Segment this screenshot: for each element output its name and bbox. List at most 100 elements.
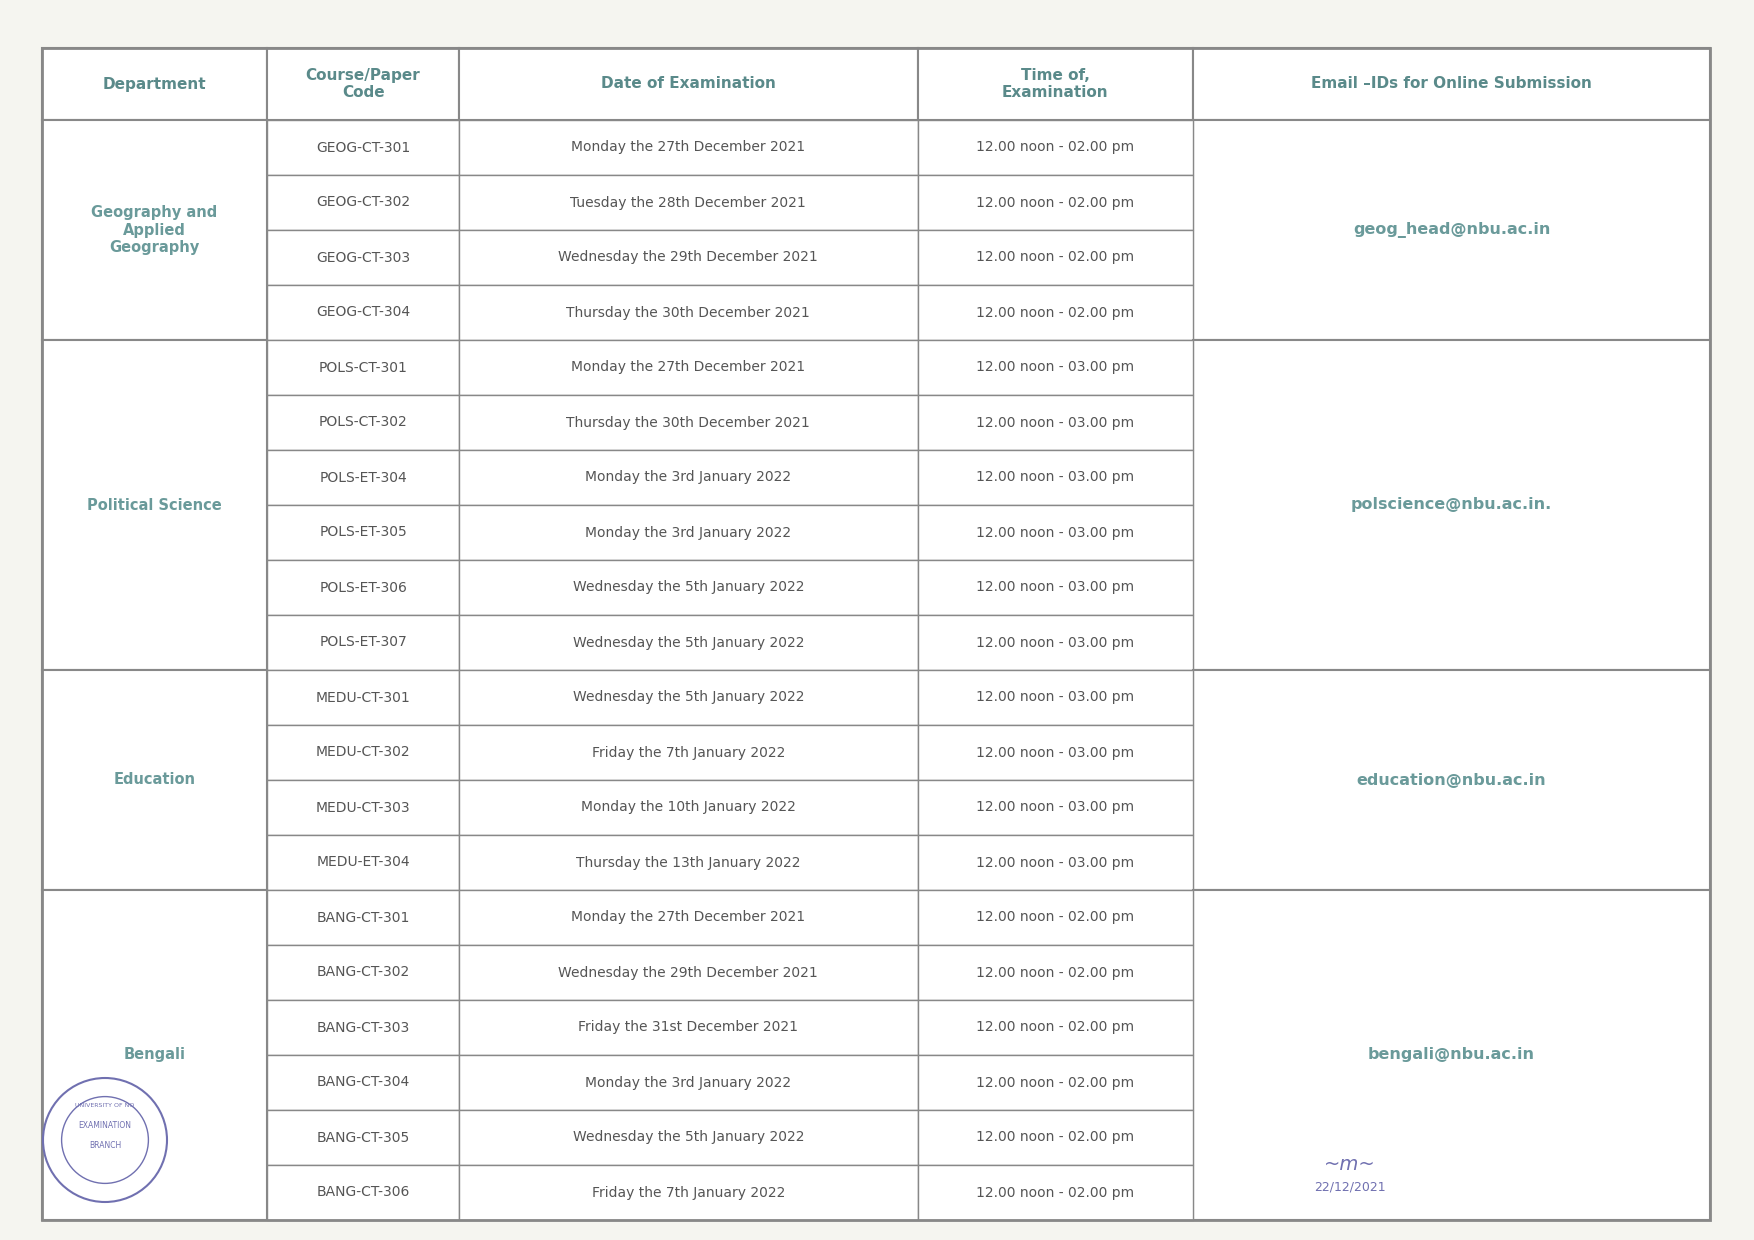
- Bar: [460, 670, 917, 725]
- Bar: [917, 780, 1193, 835]
- Bar: [460, 1166, 917, 1220]
- Bar: [267, 890, 460, 945]
- Text: Date of Examination: Date of Examination: [602, 77, 775, 92]
- Bar: [267, 450, 460, 505]
- Bar: [917, 450, 1193, 505]
- Bar: [267, 175, 460, 229]
- Text: Geography and
Applied
Geography: Geography and Applied Geography: [91, 205, 217, 255]
- Bar: [917, 505, 1193, 560]
- Bar: [917, 285, 1193, 340]
- Text: EXAMINATION: EXAMINATION: [79, 1121, 132, 1130]
- Text: Wednesday the 29th December 2021: Wednesday the 29th December 2021: [558, 966, 817, 980]
- Bar: [267, 340, 460, 396]
- Bar: [917, 890, 1193, 945]
- Bar: [267, 229, 460, 285]
- Text: geog_head@nbu.ac.in: geog_head@nbu.ac.in: [1352, 222, 1551, 238]
- Text: POLS-CT-302: POLS-CT-302: [319, 415, 407, 429]
- Bar: [460, 1055, 917, 1110]
- Bar: [460, 175, 917, 229]
- Text: Monday the 3rd January 2022: Monday the 3rd January 2022: [586, 470, 791, 485]
- Bar: [42, 890, 267, 1220]
- Text: GEOG-CT-302: GEOG-CT-302: [316, 196, 410, 210]
- Text: BANG-CT-306: BANG-CT-306: [316, 1185, 410, 1199]
- Bar: [460, 450, 917, 505]
- Bar: [42, 340, 267, 670]
- Bar: [267, 560, 460, 615]
- Bar: [917, 670, 1193, 725]
- Text: POLS-CT-301: POLS-CT-301: [319, 361, 407, 374]
- Text: Department: Department: [103, 77, 207, 92]
- Text: 12.00 noon - 02.00 pm: 12.00 noon - 02.00 pm: [977, 1021, 1135, 1034]
- Bar: [267, 505, 460, 560]
- Bar: [460, 229, 917, 285]
- Text: 12.00 noon - 03.00 pm: 12.00 noon - 03.00 pm: [977, 415, 1135, 429]
- Text: MEDU-ET-304: MEDU-ET-304: [316, 856, 410, 869]
- Bar: [460, 945, 917, 999]
- Bar: [1193, 120, 1710, 340]
- Bar: [917, 396, 1193, 450]
- Bar: [1193, 48, 1710, 120]
- Bar: [917, 1166, 1193, 1220]
- Bar: [267, 780, 460, 835]
- Text: MEDU-CT-302: MEDU-CT-302: [316, 745, 410, 759]
- Text: Wednesday the 29th December 2021: Wednesday the 29th December 2021: [558, 250, 817, 264]
- Bar: [917, 945, 1193, 999]
- Text: 12.00 noon - 02.00 pm: 12.00 noon - 02.00 pm: [977, 196, 1135, 210]
- Text: GEOG-CT-301: GEOG-CT-301: [316, 140, 410, 155]
- Bar: [267, 999, 460, 1055]
- Text: POLS-ET-304: POLS-ET-304: [319, 470, 407, 485]
- Bar: [1193, 670, 1710, 890]
- Text: MEDU-CT-301: MEDU-CT-301: [316, 691, 410, 704]
- Bar: [460, 615, 917, 670]
- Bar: [42, 670, 267, 890]
- Bar: [267, 1110, 460, 1166]
- Text: BANG-CT-304: BANG-CT-304: [316, 1075, 410, 1090]
- Bar: [460, 999, 917, 1055]
- Text: Monday the 3rd January 2022: Monday the 3rd January 2022: [586, 1075, 791, 1090]
- Text: 12.00 noon - 03.00 pm: 12.00 noon - 03.00 pm: [977, 801, 1135, 815]
- Text: 12.00 noon - 03.00 pm: 12.00 noon - 03.00 pm: [977, 745, 1135, 759]
- Bar: [460, 725, 917, 780]
- Text: Wednesday the 5th January 2022: Wednesday the 5th January 2022: [572, 691, 803, 704]
- Text: Wednesday the 5th January 2022: Wednesday the 5th January 2022: [572, 1131, 803, 1145]
- Text: Thursday the 30th December 2021: Thursday the 30th December 2021: [567, 415, 810, 429]
- Text: Bengali: Bengali: [123, 1048, 186, 1063]
- Text: Thursday the 13th January 2022: Thursday the 13th January 2022: [575, 856, 800, 869]
- Text: Email –IDs for Online Submission: Email –IDs for Online Submission: [1310, 77, 1593, 92]
- Text: Monday the 27th December 2021: Monday the 27th December 2021: [572, 910, 805, 925]
- Bar: [917, 1055, 1193, 1110]
- Text: Tuesday the 28th December 2021: Tuesday the 28th December 2021: [570, 196, 807, 210]
- Bar: [917, 340, 1193, 396]
- Bar: [917, 560, 1193, 615]
- Text: Wednesday the 5th January 2022: Wednesday the 5th January 2022: [572, 635, 803, 650]
- Bar: [917, 229, 1193, 285]
- Text: BANG-CT-303: BANG-CT-303: [316, 1021, 410, 1034]
- Bar: [917, 1110, 1193, 1166]
- Text: 12.00 noon - 03.00 pm: 12.00 noon - 03.00 pm: [977, 635, 1135, 650]
- Text: Friday the 31st December 2021: Friday the 31st December 2021: [579, 1021, 798, 1034]
- Bar: [42, 120, 267, 340]
- Bar: [267, 670, 460, 725]
- Bar: [917, 999, 1193, 1055]
- Bar: [460, 396, 917, 450]
- Bar: [917, 48, 1193, 120]
- Bar: [267, 615, 460, 670]
- Bar: [460, 505, 917, 560]
- Text: 12.00 noon - 02.00 pm: 12.00 noon - 02.00 pm: [977, 1185, 1135, 1199]
- Bar: [917, 835, 1193, 890]
- Text: BRANCH: BRANCH: [89, 1141, 121, 1149]
- Text: 12.00 noon - 02.00 pm: 12.00 noon - 02.00 pm: [977, 250, 1135, 264]
- Text: Monday the 10th January 2022: Monday the 10th January 2022: [581, 801, 796, 815]
- Bar: [1193, 890, 1710, 1220]
- Bar: [267, 48, 460, 120]
- Text: Education: Education: [114, 773, 196, 787]
- Bar: [460, 120, 917, 175]
- Bar: [267, 945, 460, 999]
- Bar: [460, 285, 917, 340]
- Text: BANG-CT-301: BANG-CT-301: [316, 910, 410, 925]
- Bar: [460, 340, 917, 396]
- Text: Political Science: Political Science: [88, 497, 223, 512]
- Text: Friday the 7th January 2022: Friday the 7th January 2022: [591, 745, 786, 759]
- Bar: [267, 1055, 460, 1110]
- Bar: [460, 780, 917, 835]
